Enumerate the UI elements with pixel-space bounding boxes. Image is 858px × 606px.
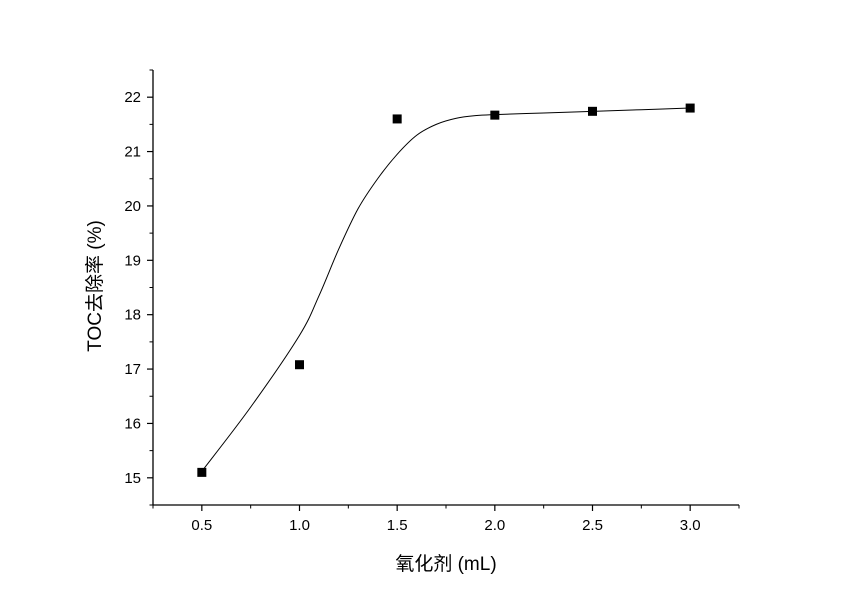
data-point [490, 110, 500, 120]
y-tick-label: 22 [124, 89, 141, 106]
data-points [197, 103, 695, 477]
x-tick-label: 2.0 [484, 517, 505, 534]
axes [152, 70, 739, 506]
fit-curve [201, 107, 691, 472]
y-tick-label: 16 [124, 415, 141, 432]
x-tick-label: 1.5 [387, 517, 408, 534]
y-axis-title: TOC去除率 (%) [84, 220, 106, 352]
x-axis-title: 氧化剂 (mL) [395, 553, 496, 575]
y-ticks [147, 69, 153, 506]
y-tick-label: 19 [124, 252, 141, 269]
y-tick-labels: 15 16 17 18 19 20 21 22 [124, 89, 141, 487]
y-tick-label: 15 [124, 470, 141, 487]
x-tick-labels: 0.5 1.0 1.5 2.0 2.5 3.0 [191, 517, 700, 534]
data-point [295, 360, 304, 370]
data-point [197, 467, 207, 477]
y-tick-label: 21 [124, 144, 141, 161]
data-point [392, 114, 402, 124]
y-tick-label: 18 [124, 307, 141, 324]
x-tick-label: 3.0 [680, 517, 701, 534]
x-tick-label: 0.5 [191, 517, 212, 534]
x-tick-label: 2.5 [582, 517, 603, 534]
y-tick-label: 20 [124, 198, 141, 215]
data-point [685, 103, 695, 113]
x-tick-label: 1.0 [289, 517, 310, 534]
y-tick-label: 17 [124, 361, 141, 378]
data-point [588, 106, 597, 116]
x-ticks [152, 505, 740, 511]
